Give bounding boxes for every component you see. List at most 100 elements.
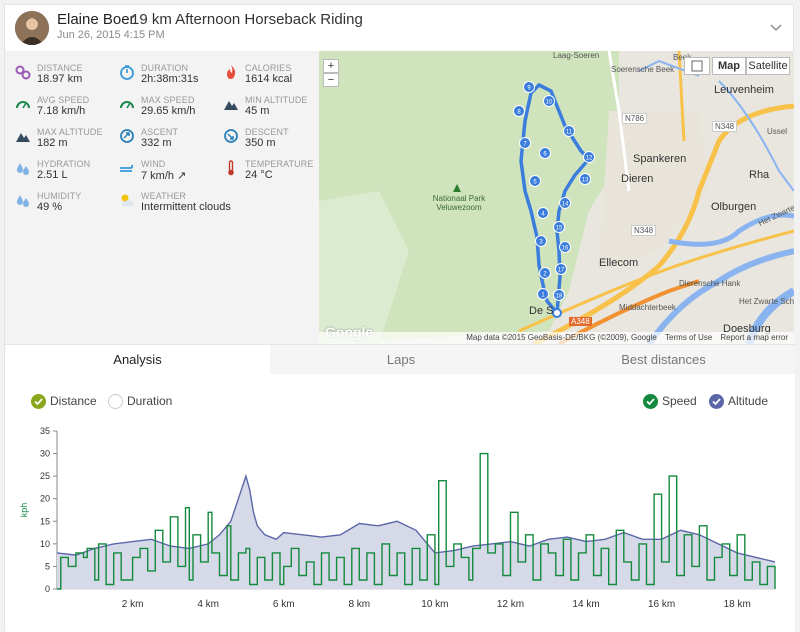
place-rha: Rha: [749, 169, 770, 181]
stat-value: 332 m: [141, 137, 172, 149]
max-altitude-icon: [15, 128, 31, 144]
route-marker[interactable]: [539, 267, 551, 279]
stat-label: MAX SPEED: [141, 95, 195, 105]
temperature-icon: [223, 160, 239, 176]
legend-duration[interactable]: Duration: [108, 394, 188, 410]
analysis-panel: 0 5 10 15 20 25 30 35 kph 2 km 4 km 6 km 8 km 10 km 12…: [5, 374, 795, 632]
route-marker-label: 12: [586, 156, 593, 162]
place-leuvenheim: Leuvenheim: [714, 84, 774, 96]
stat-ascent: ASCENT 332 m: [119, 127, 223, 157]
stat-value: 2h:38m:31s: [141, 73, 199, 85]
zoom-out-button[interactable]: −: [323, 73, 339, 87]
route-marker-label: 13: [582, 178, 589, 184]
place-lssel: Ussel: [767, 127, 788, 136]
route-marker[interactable]: [543, 95, 555, 107]
route-marker[interactable]: [519, 137, 531, 149]
route-marker[interactable]: [579, 173, 591, 185]
y-axis-label: kph: [19, 503, 29, 518]
legend-altitude-label: Altitude: [728, 394, 769, 408]
tab-bar: Analysis Laps Best distances: [5, 344, 795, 375]
zoom-in-button[interactable]: +: [323, 59, 339, 73]
chevron-down-icon[interactable]: [767, 18, 785, 36]
stat-duration: DURATION 2h:38m:31s: [119, 63, 223, 93]
x-tick-label: 4 km: [197, 599, 219, 610]
stat-value: 182 m: [37, 137, 68, 149]
route-marker[interactable]: [529, 175, 541, 187]
route-marker[interactable]: [523, 81, 535, 93]
place-olburgen: Olburgen: [711, 201, 757, 213]
terms-link[interactable]: Terms of Use: [665, 333, 713, 342]
stat-label: DISTANCE: [37, 63, 83, 73]
route-marker[interactable]: [553, 221, 565, 233]
route-start-marker[interactable]: [552, 308, 562, 318]
place-dieren: Dieren: [621, 173, 654, 185]
map-type-map-button[interactable]: Map: [712, 57, 746, 75]
x-tick-label: 18 km: [724, 599, 751, 610]
stat-value: 2.51 L: [37, 169, 68, 181]
fullscreen-icon[interactable]: [684, 57, 710, 75]
x-tick-label: 6 km: [273, 599, 295, 610]
stats-panel: DISTANCE 18.97 km DURATION 2h:38m:31s CALORI…: [5, 51, 319, 344]
stat-avg-speed: AVG SPEED 7.18 km/h: [15, 95, 119, 125]
stat-value: 1614 kcal: [245, 73, 293, 85]
x-tick-label: 14 km: [572, 599, 599, 610]
legend-distance[interactable]: Distance: [31, 394, 111, 410]
speed-line: [57, 452, 776, 590]
stat-value: 24 °C: [245, 169, 273, 181]
route-map[interactable]: 1 2 3 4 5 6 7 8 9 10 11 12 13 14 15 16 17 18 Laag-Soeren …: [319, 51, 794, 344]
hydration-icon: [15, 160, 31, 176]
stat-value: 18.97 km: [37, 73, 83, 85]
radio-empty-icon: [108, 394, 123, 409]
stat-label: MAX ALTITUDE: [37, 127, 103, 137]
stat-label: DESCENT: [245, 127, 289, 137]
legend-duration-label: Duration: [127, 394, 173, 408]
legend-speed[interactable]: Speed: [643, 394, 713, 410]
route-marker[interactable]: [559, 241, 571, 253]
report-error-link[interactable]: Report a map error: [720, 333, 788, 342]
route-marker-label: 10: [546, 100, 553, 106]
x-tick-label: 16 km: [648, 599, 675, 610]
activity-header: Elaine Boer 19 km Afternoon Horseback Ri…: [5, 5, 795, 51]
tab-analysis[interactable]: Analysis: [5, 345, 270, 375]
route-marker[interactable]: [563, 125, 575, 137]
x-tick-label: 2 km: [122, 599, 144, 610]
y-tick-label: 15: [40, 516, 50, 526]
map-type-satellite-button[interactable]: Satellite: [746, 57, 790, 75]
stat-humidity: HUMIDITY 49 %: [15, 191, 119, 221]
route-marker-label: 4: [541, 212, 545, 218]
route-marker[interactable]: [535, 235, 547, 247]
tab-best-distances[interactable]: Best distances: [621, 352, 706, 367]
stat-calories: CALORIES 1614 kcal: [223, 63, 327, 93]
y-tick-label: 20: [40, 494, 50, 504]
route-marker[interactable]: [559, 197, 571, 209]
altitude-area: [57, 476, 775, 589]
activity-card: Elaine Boer 19 km Afternoon Horseback Ri…: [4, 4, 795, 632]
road-n786: N786: [622, 113, 648, 124]
stat-label: HUMIDITY: [37, 191, 82, 201]
speed-altitude-chart: 0 5 10 15 20 25 30 35 kph 2 km 4 km 6 km 8 km 10 km 12…: [19, 426, 776, 610]
map-attribution: Map data ©2015 GeoBasis-DE/BKG (©2009), …: [319, 332, 794, 344]
legend-altitude[interactable]: Altitude: [709, 394, 789, 410]
route-marker[interactable]: [537, 207, 549, 219]
stat-label: WEATHER: [141, 191, 187, 201]
route-marker[interactable]: [553, 289, 565, 301]
distance-icon: [15, 64, 31, 80]
humidity-icon: [15, 192, 31, 208]
weather-icon: [119, 192, 135, 208]
route-marker[interactable]: [583, 151, 595, 163]
user-name[interactable]: Elaine Boer: [57, 11, 135, 28]
descent-icon: [223, 128, 239, 144]
stat-label: ASCENT: [141, 127, 179, 137]
max-speed-icon: [119, 96, 135, 112]
x-tick-label: 12 km: [497, 599, 524, 610]
place-ellecom: Ellecom: [599, 257, 639, 269]
route-marker[interactable]: [555, 263, 567, 275]
route-marker[interactable]: [513, 105, 525, 117]
tab-laps[interactable]: Laps: [386, 352, 416, 367]
route-marker-label: 11: [566, 130, 573, 136]
route-marker[interactable]: [537, 288, 549, 300]
route-marker[interactable]: [539, 147, 551, 159]
stat-label: DURATION: [141, 63, 189, 73]
avatar[interactable]: [15, 11, 49, 45]
map-data-credit: Map data ©2015 GeoBasis-DE/BKG (©2009), …: [466, 333, 657, 342]
